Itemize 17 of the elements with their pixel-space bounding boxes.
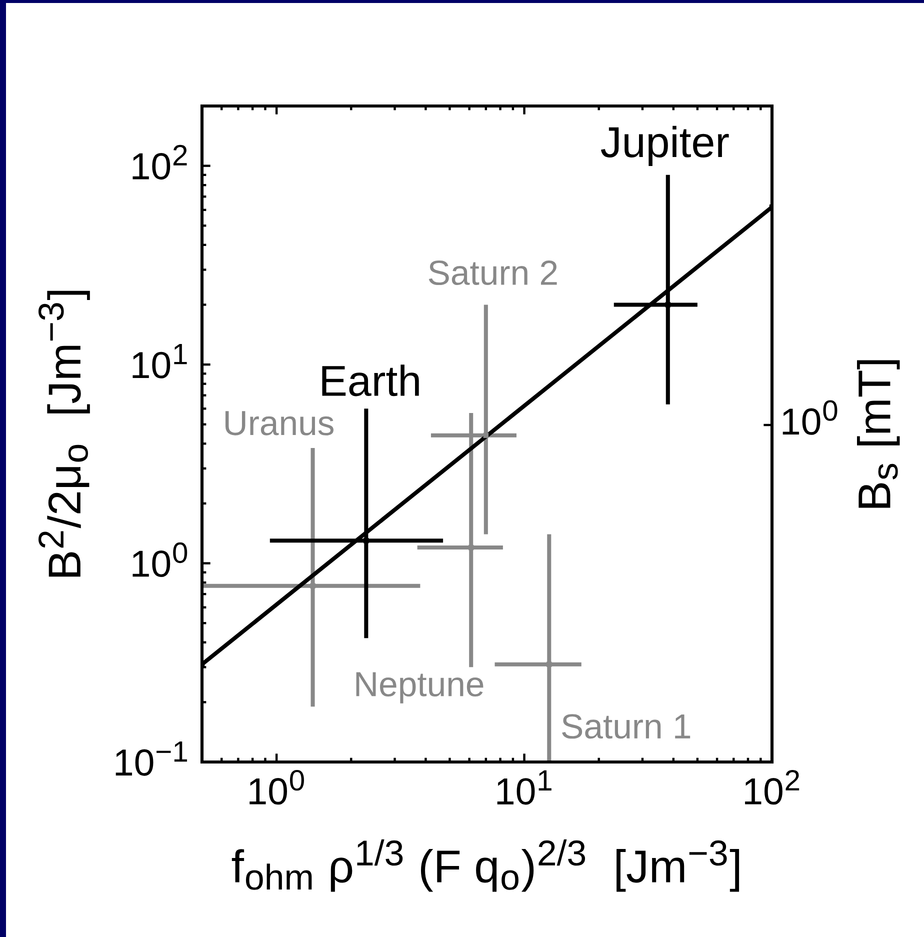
x-tick-label: 10$^{1}$ — [497, 770, 552, 805]
y-tick-label: 10$^{−1}$ — [116, 741, 188, 776]
annotation: Saturn 1 — [562, 714, 690, 739]
y2-axis-title: B$_{s}$ [mT] — [857, 360, 900, 508]
text: f$_{ohm}$ ρ$^{1/3}$ (F q$_{o}$)$^{2/3}$ [Jm$^{−3}$] — [232, 839, 740, 892]
y-tick-label: 10$^{0}$ — [132, 542, 188, 578]
x-tick-label: 10$^{2}$ — [745, 770, 800, 805]
annotation: Neptune — [356, 672, 484, 704]
annotation: Saturn 2 — [428, 260, 557, 286]
x-tick-label: 10$^{0}$ — [250, 770, 304, 805]
text: 10$^{0}$ — [782, 400, 838, 435]
y-tick-label: 10$^{1}$ — [132, 344, 187, 378]
y-axis-title: B$^{2}$/2μ$_{o}$ [Jm$^{−3}$] — [38, 290, 90, 577]
annotation: Earth — [322, 364, 419, 396]
annotation: Jupiter — [600, 126, 729, 166]
annotation: Uranus — [225, 411, 334, 436]
y-tick-label: 10$^{2}$ — [132, 144, 187, 180]
